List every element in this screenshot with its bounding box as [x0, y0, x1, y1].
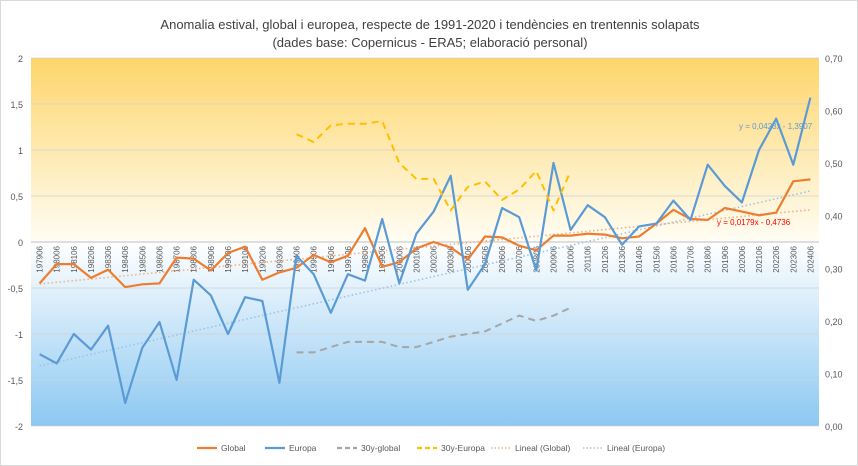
x-tick-label: 200006	[395, 245, 404, 272]
y2-tick-label: 0,10	[825, 369, 843, 379]
y2-tick-label: 0,00	[825, 422, 843, 432]
x-tick-label: 198406	[121, 245, 130, 272]
chart-title: Anomalia estival, global i europea, resp…	[160, 17, 700, 32]
x-tick-label: 201306	[618, 245, 627, 272]
y2-tick-label: 0,70	[825, 54, 843, 64]
x-tick-label: 200106	[412, 245, 421, 272]
y2-tick-label: 0,60	[825, 107, 843, 117]
x-tick-label: 202106	[755, 245, 764, 272]
y2-tick-label: 0,30	[825, 264, 843, 274]
x-tick-label: 200606	[498, 245, 507, 272]
series-line-global	[38, 178, 811, 289]
y2-tick-label: 0,50	[825, 159, 843, 169]
x-tick-label: 198306	[104, 245, 113, 272]
x-tick-label: 201906	[721, 245, 730, 272]
x-tick-label: 202406	[806, 245, 815, 272]
chart-subtitle: (dades base: Copernicus - ERA5; elaborac…	[272, 35, 588, 50]
legend-label: Global	[221, 443, 246, 453]
x-tick-label: 199306	[275, 245, 284, 272]
y-tick-label: -1	[15, 330, 23, 340]
x-tick-label: 202206	[772, 245, 781, 272]
y-tick-label: 2	[18, 54, 23, 64]
x-tick-label: 198506	[138, 245, 147, 272]
x-tick-label: 198706	[173, 245, 182, 272]
x-tick-label: 198006	[53, 245, 62, 272]
x-tick-label: 201606	[669, 245, 678, 272]
y-tick-label: 0,5	[10, 192, 23, 202]
x-tick-label: 202006	[738, 245, 747, 272]
x-tick-label: 198906	[207, 245, 216, 272]
x-tick-label: 197906	[36, 245, 45, 272]
x-tick-label: 199606	[327, 245, 336, 272]
x-tick-label: 199506	[310, 245, 319, 272]
x-tick-label: 201506	[652, 245, 661, 272]
x-tick-label: 199806	[361, 245, 370, 272]
legend-label: Lineal (Europa)	[607, 443, 665, 453]
x-tick-label: 199106	[241, 245, 250, 272]
y-tick-label: -1,5	[7, 376, 23, 386]
y-tick-label: -2	[15, 422, 23, 432]
legend-label: Europa	[289, 443, 317, 453]
x-tick-label: 199706	[344, 245, 353, 272]
x-tick-label: 198206	[87, 245, 96, 272]
x-tick-label: 201806	[704, 245, 713, 272]
x-tick-label: 200906	[549, 245, 558, 272]
x-tick-label: 200706	[515, 245, 524, 272]
x-tick-label: 201206	[601, 245, 610, 272]
trend-equation-global: y = 0,0179x - 0,4736	[717, 218, 791, 227]
trend-equation-europa: y = 0,0423x - 1,3907	[739, 122, 813, 131]
x-tick-label: 201706	[687, 245, 696, 272]
y-tick-label: 1	[18, 146, 23, 156]
series-line-30y-europa	[296, 120, 572, 212]
y2-tick-label: 0,40	[825, 212, 843, 222]
y2-tick-label: 0,20	[825, 317, 843, 327]
legend-label: 30y-global	[361, 443, 400, 453]
x-tick-label: 201006	[567, 245, 576, 272]
series-line-europa	[39, 97, 812, 405]
y-tick-label: 1,5	[10, 100, 23, 110]
x-tick-label: 199006	[224, 245, 233, 272]
x-tick-label: 202306	[789, 245, 798, 272]
x-tick-label: 200306	[447, 245, 456, 272]
x-tick-label: 201106	[584, 245, 593, 272]
x-tick-label: 198106	[70, 245, 79, 272]
x-tick-label: 200806	[532, 245, 541, 272]
x-tick-label: 201406	[635, 245, 644, 272]
y-tick-label: -0,5	[7, 284, 23, 294]
x-tick-label: 199906	[378, 245, 387, 272]
x-tick-label: 200206	[430, 245, 439, 272]
y-tick-label: 0	[18, 238, 23, 248]
x-tick-label: 199206	[258, 245, 267, 272]
x-tick-label: 198606	[155, 245, 164, 272]
legend-label: 30y-Europa	[441, 443, 485, 453]
legend-label: Lineal (Global)	[515, 443, 570, 453]
